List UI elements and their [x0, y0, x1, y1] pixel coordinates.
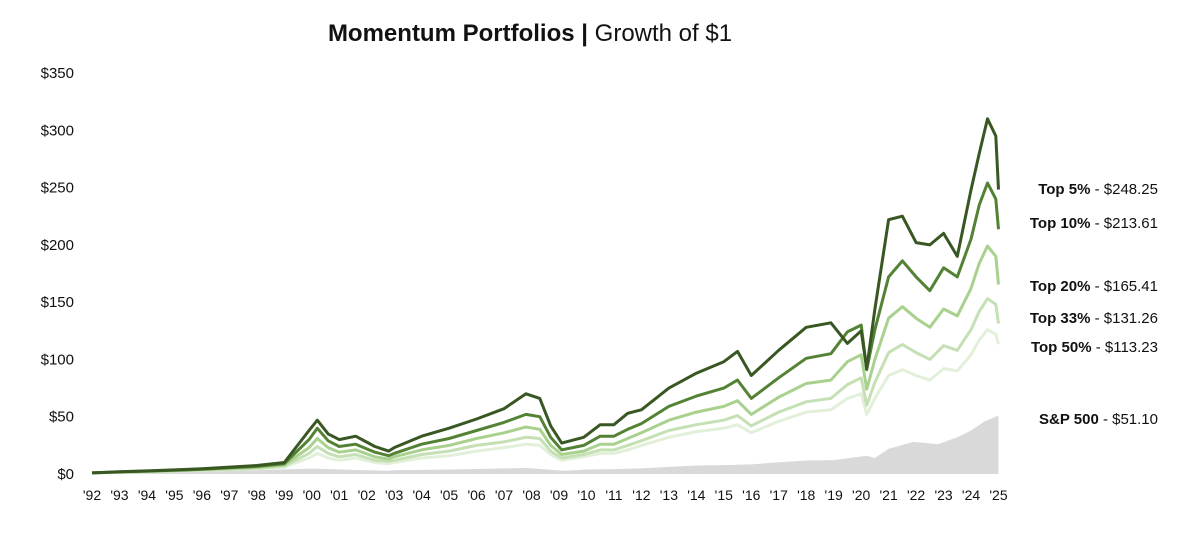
x-tick-label: '93 — [110, 487, 128, 503]
x-tick-label: '02 — [358, 487, 376, 503]
x-tick-label: '95 — [165, 487, 183, 503]
end-label-top-10: Top 10% - $213.61 — [1030, 215, 1158, 232]
x-tick-label: '14 — [687, 487, 705, 503]
x-tick-label: '25 — [989, 487, 1007, 503]
x-tick-label: '97 — [220, 487, 238, 503]
y-tick-label: $150 — [41, 294, 74, 311]
x-tick-label: '21 — [880, 487, 898, 503]
x-tick-label: '15 — [715, 487, 733, 503]
x-tick-label: '10 — [577, 487, 595, 503]
x-tick-label: '17 — [770, 487, 788, 503]
end-label-top-20: Top 20% - $165.41 — [1030, 278, 1158, 295]
end-label-top-50: Top 50% - $113.23 — [1031, 339, 1158, 356]
end-label-top-5: Top 5% - $248.25 — [1038, 181, 1158, 198]
y-tick-label: $300 — [41, 122, 74, 139]
series-line-top-33 — [91, 297, 1000, 475]
x-tick-label: '19 — [825, 487, 843, 503]
x-tick-label: '22 — [907, 487, 925, 503]
series-line-top-20 — [91, 244, 1000, 475]
end-label-s-p-500: S&P 500 - $51.10 — [1039, 411, 1158, 428]
chart-title-sub: Growth of $1 — [594, 20, 733, 47]
chart-title-separator: | — [581, 20, 588, 47]
y-tick-label: $50 — [49, 409, 74, 426]
y-tick-label: $350 — [41, 65, 74, 82]
series-area-s-p-500 — [92, 415, 999, 474]
y-tick-label: $0 — [57, 466, 74, 483]
x-tick-label: '09 — [550, 487, 568, 503]
chart-title-main: Momentum Portfolios — [327, 20, 575, 47]
chart-title: Momentum Portfolios | Growth of $1 — [0, 20, 1060, 48]
x-tick-label: '00 — [303, 487, 321, 503]
x-tick-label: '20 — [852, 487, 870, 503]
x-tick-label: '08 — [522, 487, 540, 503]
x-tick-label: '01 — [330, 487, 348, 503]
x-tick-label: '24 — [962, 487, 980, 503]
y-tick-label: $100 — [41, 351, 74, 368]
x-tick-label: '11 — [605, 487, 622, 503]
x-tick-label: '23 — [934, 487, 952, 503]
line-layer — [91, 117, 1000, 475]
end-label-top-33: Top 33% - $131.26 — [1030, 310, 1158, 327]
x-tick-label: '16 — [742, 487, 760, 503]
end-labels: S&P 500 - $51.10 Top 50% - $113.23 Top 33%… — [1030, 181, 1158, 428]
x-tick-label: '18 — [797, 487, 815, 503]
x-tick-label: '13 — [660, 487, 678, 503]
y-axis: $0 $50 $100 $150 $200 $250 $300 $350 — [41, 65, 74, 483]
x-tick-label: '92 — [83, 487, 101, 503]
x-tick-label: '96 — [193, 487, 211, 503]
x-tick-label: '99 — [275, 487, 293, 503]
x-tick-label: '07 — [495, 487, 513, 503]
x-tick-label: '05 — [440, 487, 458, 503]
y-tick-label: $250 — [41, 180, 74, 197]
area-layer — [92, 415, 999, 474]
x-tick-label: '06 — [467, 487, 485, 503]
series-line-top-50 — [91, 328, 1000, 475]
x-tick-label: '12 — [632, 487, 650, 503]
x-axis: '92 '93 '94 '95 '96 '97 '98 '99 '00 '01 '02 '03 '04 '… — [83, 487, 1008, 503]
x-tick-label: '98 — [248, 487, 266, 503]
x-tick-label: '04 — [413, 487, 431, 503]
series-line-top-10 — [91, 181, 1000, 475]
y-tick-label: $200 — [41, 237, 74, 254]
x-tick-label: '94 — [138, 487, 156, 503]
x-tick-label: '03 — [385, 487, 403, 503]
series-line-top-5 — [91, 117, 1000, 475]
